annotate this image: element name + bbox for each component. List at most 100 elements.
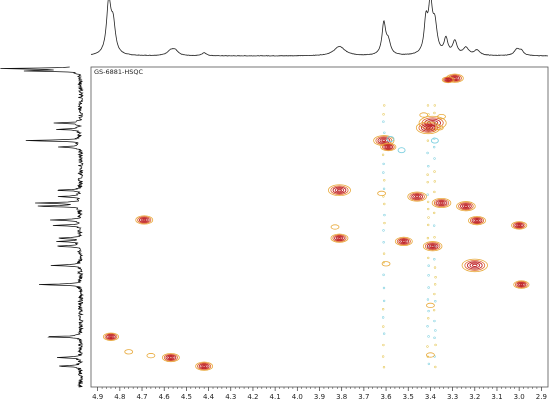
cross-peak-contour bbox=[426, 243, 439, 250]
noise-dot bbox=[427, 264, 430, 267]
negative-peak bbox=[386, 136, 395, 142]
x-tick-label: 4.2 bbox=[247, 393, 258, 401]
cross-peak-contour bbox=[513, 280, 530, 289]
x-tick-label: 3.6 bbox=[380, 393, 392, 401]
noise-dot bbox=[433, 190, 436, 194]
cross-peak-contour bbox=[104, 333, 118, 341]
cross-peak-contour bbox=[409, 192, 425, 201]
weak-peak bbox=[419, 112, 429, 118]
noise-dot bbox=[426, 193, 429, 196]
noise-dot bbox=[426, 325, 429, 328]
cross-peak-contour bbox=[516, 281, 527, 288]
cross-peak-contour bbox=[384, 145, 392, 149]
cross-peak-contour bbox=[431, 197, 452, 209]
cross-peak-contour bbox=[330, 233, 349, 243]
noise-dot bbox=[426, 200, 430, 204]
noise-dot bbox=[433, 236, 436, 239]
weak-peak bbox=[124, 349, 134, 355]
noise-dot bbox=[382, 325, 385, 328]
cross-peak-contour bbox=[135, 215, 154, 225]
negative-peak bbox=[430, 137, 439, 144]
cross-peak-contour bbox=[466, 261, 483, 270]
cross-peak-contour bbox=[415, 121, 441, 135]
noise-dot bbox=[383, 131, 386, 134]
cross-peak-contour bbox=[337, 236, 342, 240]
cross-peak-contour bbox=[381, 143, 395, 151]
cross-peak-contour bbox=[514, 222, 525, 229]
cross-peak-contour bbox=[445, 78, 451, 82]
noise-dot bbox=[381, 355, 385, 358]
cross-peak-contour bbox=[515, 281, 528, 288]
cross-peak-contour bbox=[200, 364, 208, 369]
noise-dot bbox=[381, 153, 385, 157]
cross-peak-contour bbox=[444, 77, 453, 82]
plot-area bbox=[90, 66, 549, 388]
weak-peak bbox=[330, 224, 340, 230]
cross-peak-contour bbox=[335, 236, 344, 241]
noise-dot bbox=[383, 202, 386, 206]
top-1d-projection bbox=[90, 0, 549, 57]
cross-peak-contour bbox=[328, 184, 351, 197]
noise-dot bbox=[382, 120, 385, 123]
cross-peak-contour bbox=[107, 334, 115, 339]
cross-peak-contour bbox=[106, 334, 116, 340]
cross-peak-contour bbox=[394, 236, 413, 246]
cross-peak-contour bbox=[422, 241, 443, 252]
cross-peak-contour bbox=[197, 362, 212, 370]
noise-dot bbox=[434, 300, 437, 303]
x-tick-label: 3.4 bbox=[425, 393, 437, 401]
cross-peak-contour bbox=[400, 239, 408, 244]
x-tick-label: 3.2 bbox=[469, 393, 480, 401]
cross-peak-contour bbox=[517, 224, 522, 227]
cross-peak-contour bbox=[423, 125, 434, 131]
cross-peak-contour bbox=[418, 122, 438, 133]
noise-dot bbox=[434, 329, 437, 332]
cross-peak-contour bbox=[386, 145, 391, 149]
cross-peak-contour bbox=[334, 187, 345, 193]
cross-peak-contour bbox=[198, 363, 210, 370]
noise-dot bbox=[426, 151, 429, 155]
cross-peak-contour bbox=[165, 354, 177, 361]
noise-dot bbox=[433, 157, 436, 160]
noise-dot bbox=[382, 187, 386, 191]
noise-dot bbox=[427, 309, 430, 313]
cross-peak-contour bbox=[167, 355, 175, 360]
cross-peak-contour bbox=[401, 240, 406, 243]
noise-dot bbox=[383, 179, 386, 182]
cross-peak-contour bbox=[512, 222, 526, 229]
noise-dot bbox=[426, 139, 430, 142]
noise-dot bbox=[427, 335, 430, 338]
cross-peak-contour bbox=[473, 218, 481, 223]
left-1d-projection bbox=[0, 66, 84, 388]
noise-dot bbox=[382, 229, 385, 232]
x-tick-label: 4.0 bbox=[292, 393, 303, 401]
cross-peak-contour bbox=[413, 194, 422, 199]
cross-peak-contour bbox=[424, 242, 441, 251]
cross-peak-contour bbox=[446, 78, 450, 81]
weak-peak bbox=[426, 302, 435, 308]
cross-peak-contour bbox=[468, 216, 486, 226]
x-tick-label: 2.9 bbox=[536, 393, 547, 401]
noise-dot bbox=[427, 223, 430, 227]
weak-peak bbox=[434, 125, 444, 131]
x-tick-label: 4.8 bbox=[114, 393, 125, 401]
x-tick-label: 4.7 bbox=[136, 393, 147, 401]
cross-peak-contour bbox=[140, 217, 148, 223]
cross-peak-contour bbox=[515, 223, 523, 228]
noise-dot bbox=[382, 343, 385, 347]
cross-peak-contour bbox=[463, 204, 469, 208]
cross-peak-contour bbox=[109, 335, 113, 338]
cross-peak-contour bbox=[518, 282, 525, 287]
cross-peak-contour bbox=[407, 191, 427, 202]
noise-dot bbox=[427, 207, 430, 211]
noise-dot bbox=[433, 111, 436, 115]
noise-dot bbox=[433, 258, 436, 261]
noise-dot bbox=[434, 276, 437, 279]
cross-peak-contour bbox=[137, 216, 152, 224]
x-tick-label: 3.1 bbox=[491, 393, 502, 401]
x-tick-label: 4.4 bbox=[203, 393, 215, 401]
noise-dot bbox=[383, 221, 386, 225]
noise-dot bbox=[383, 104, 386, 107]
cross-peak-contour bbox=[383, 144, 394, 150]
cross-peak-contour bbox=[461, 203, 470, 209]
